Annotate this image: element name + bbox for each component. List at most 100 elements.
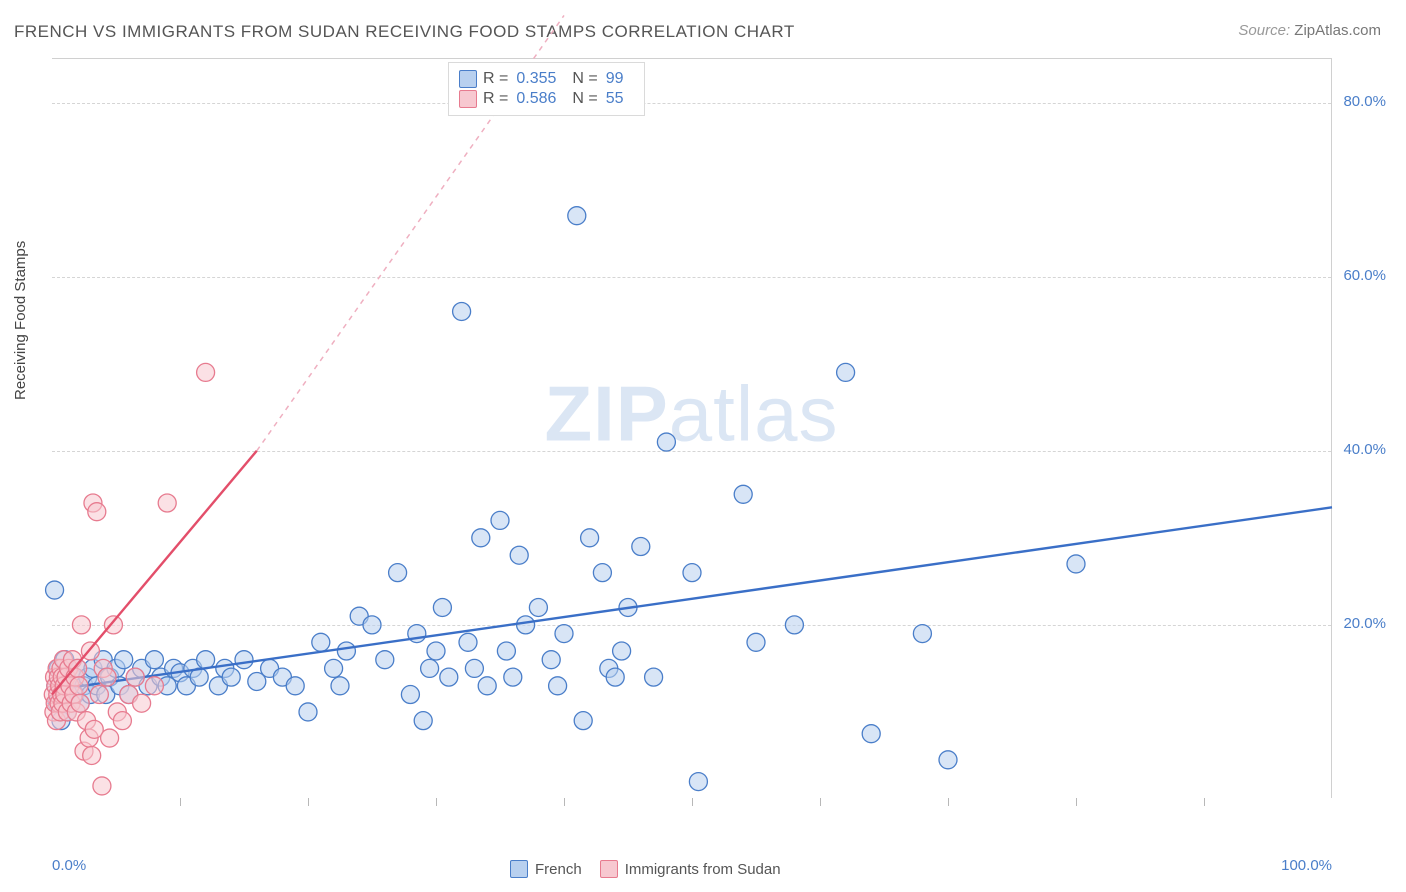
- series-legend-item: Immigrants from Sudan: [600, 860, 781, 878]
- r-value: 0.355: [516, 70, 556, 88]
- x-axis-min-label: 0.0%: [52, 857, 86, 874]
- x-tick: [1204, 798, 1205, 806]
- x-tick: [564, 798, 565, 806]
- scatter-point: [71, 694, 89, 712]
- scatter-point: [734, 485, 752, 503]
- scatter-point: [613, 642, 631, 660]
- x-axis-max-label: 100.0%: [1281, 857, 1332, 874]
- scatter-point: [46, 581, 64, 599]
- scatter-point: [747, 633, 765, 651]
- scatter-point: [549, 677, 567, 695]
- scatter-point: [568, 207, 586, 225]
- y-tick-label: 80.0%: [1343, 93, 1386, 110]
- scatter-point: [104, 616, 122, 634]
- x-tick: [436, 798, 437, 806]
- scatter-point: [197, 363, 215, 381]
- source-prefix: Source:: [1238, 22, 1290, 39]
- scatter-point: [98, 668, 116, 686]
- x-tick: [948, 798, 949, 806]
- series-legend: French Immigrants from Sudan: [510, 860, 781, 878]
- scatter-point: [331, 677, 349, 695]
- scatter-point: [472, 529, 490, 547]
- scatter-point: [337, 642, 355, 660]
- scatter-point: [574, 712, 592, 730]
- scatter-point: [529, 598, 547, 616]
- scatter-point: [235, 651, 253, 669]
- scatter-point: [401, 686, 419, 704]
- scatter-point: [133, 694, 151, 712]
- scatter-point: [286, 677, 304, 695]
- correlation-legend: R = 0.355 N = 99 R = 0.586 N = 55: [448, 62, 645, 116]
- scatter-point: [1067, 555, 1085, 573]
- legend-swatch: [459, 70, 477, 88]
- scatter-point: [465, 659, 483, 677]
- scatter-point: [363, 616, 381, 634]
- scatter-point: [70, 677, 88, 695]
- scatter-point: [197, 651, 215, 669]
- series-label: Immigrants from Sudan: [625, 861, 781, 878]
- scatter-point: [478, 677, 496, 695]
- series-label: French: [535, 861, 582, 878]
- scatter-point: [657, 433, 675, 451]
- scatter-point: [421, 659, 439, 677]
- scatter-point: [83, 746, 101, 764]
- source-name: ZipAtlas.com: [1294, 22, 1381, 39]
- r-label: R =: [483, 90, 508, 108]
- scatter-point: [115, 651, 133, 669]
- scatter-point: [862, 725, 880, 743]
- scatter-point: [126, 668, 144, 686]
- scatter-point: [299, 703, 317, 721]
- scatter-point: [453, 302, 471, 320]
- scatter-point: [440, 668, 458, 686]
- x-tick: [180, 798, 181, 806]
- y-axis-label: Receiving Food Stamps: [12, 241, 29, 400]
- chart-container: FRENCH VS IMMIGRANTS FROM SUDAN RECEIVIN…: [0, 0, 1406, 892]
- n-value: 99: [606, 70, 624, 88]
- scatter-point: [459, 633, 477, 651]
- scatter-point: [491, 511, 509, 529]
- scatter-point: [69, 659, 87, 677]
- n-value: 55: [606, 90, 624, 108]
- r-value: 0.586: [516, 90, 556, 108]
- scatter-point: [504, 668, 522, 686]
- legend-row: R = 0.355 N = 99: [459, 70, 634, 88]
- scatter-point: [632, 538, 650, 556]
- plot-area: ZIPatlas: [52, 58, 1332, 798]
- n-label: N =: [572, 70, 597, 88]
- x-tick: [308, 798, 309, 806]
- scatter-point: [542, 651, 560, 669]
- scatter-point: [158, 494, 176, 512]
- chart-title: FRENCH VS IMMIGRANTS FROM SUDAN RECEIVIN…: [14, 22, 795, 42]
- scatter-point: [555, 625, 573, 643]
- scatter-point: [606, 668, 624, 686]
- scatter-point: [497, 642, 515, 660]
- scatter-point: [414, 712, 432, 730]
- scatter-point: [785, 616, 803, 634]
- x-tick: [1076, 798, 1077, 806]
- scatter-point: [113, 712, 131, 730]
- scatter-point: [689, 773, 707, 791]
- scatter-point: [913, 625, 931, 643]
- scatter-point: [376, 651, 394, 669]
- y-tick-label: 60.0%: [1343, 267, 1386, 284]
- legend-swatch: [600, 860, 618, 878]
- scatter-point: [581, 529, 599, 547]
- x-tick: [820, 798, 821, 806]
- scatter-svg: [52, 59, 1331, 798]
- scatter-point: [389, 564, 407, 582]
- scatter-point: [72, 616, 90, 634]
- series-legend-item: French: [510, 860, 582, 878]
- scatter-point: [593, 564, 611, 582]
- scatter-point: [433, 598, 451, 616]
- scatter-point: [222, 668, 240, 686]
- scatter-point: [88, 503, 106, 521]
- trend-line: [52, 507, 1332, 690]
- scatter-point: [939, 751, 957, 769]
- scatter-point: [145, 677, 163, 695]
- r-label: R =: [483, 70, 508, 88]
- scatter-point: [101, 729, 119, 747]
- scatter-point: [312, 633, 330, 651]
- legend-swatch: [459, 90, 477, 108]
- y-tick-label: 40.0%: [1343, 441, 1386, 458]
- scatter-point: [683, 564, 701, 582]
